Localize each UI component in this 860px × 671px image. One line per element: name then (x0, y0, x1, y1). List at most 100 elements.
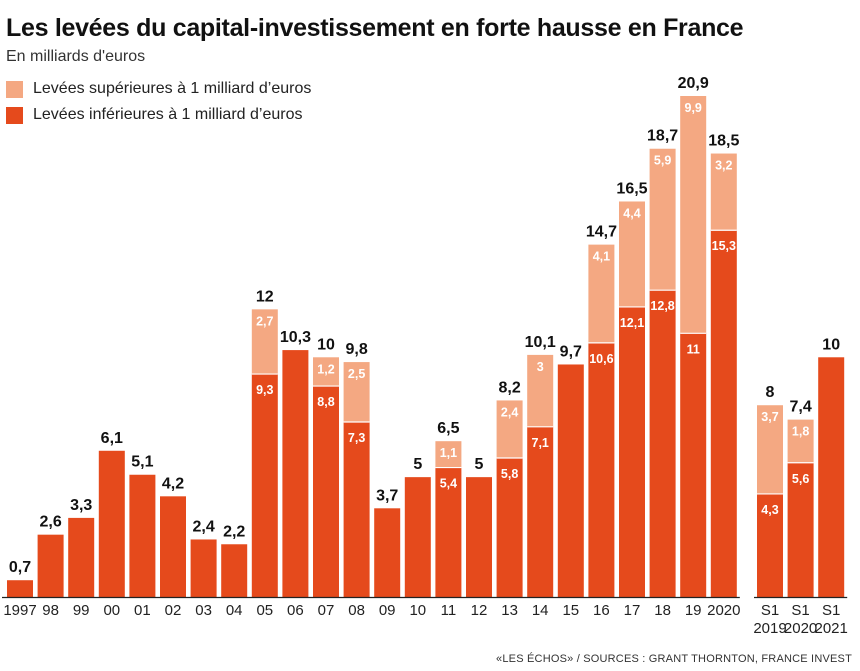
x-tick-label-6: 02 (165, 602, 182, 619)
bar-lower-9 (251, 374, 278, 597)
bar-lower-16 (466, 477, 492, 597)
lower-value-label-26: 5,6 (792, 472, 809, 486)
x-tick-label-3: 99 (73, 602, 90, 619)
bar-lower-6 (160, 496, 186, 597)
upper-value-label-21: 4,4 (623, 206, 640, 220)
legend-swatch-upper (6, 80, 23, 98)
total-value-label-26: 7,4 (789, 399, 811, 416)
total-value-label-13: 3,7 (376, 487, 398, 504)
total-value-label-2: 2,6 (39, 514, 61, 531)
x-tick-label-1: 1997 (3, 602, 36, 619)
x-tick-label-19: 15 (562, 602, 579, 619)
bar-lower-14 (404, 477, 431, 597)
bar-upper-26 (787, 419, 814, 463)
x-tick-label-10: 06 (287, 602, 304, 619)
bar-lower-10 (282, 350, 309, 597)
bar-lower-7 (190, 539, 217, 597)
total-value-label-19: 9,7 (560, 343, 582, 360)
lower-value-label-12: 7,3 (348, 431, 365, 445)
bar-lower-11 (313, 386, 339, 597)
total-value-label-27: 10 (822, 336, 840, 353)
x-tick-label-14: 10 (409, 602, 426, 619)
upper-value-label-18: 3 (537, 360, 544, 374)
upper-value-label-25: 3,7 (761, 410, 778, 424)
bar-lower-27 (818, 357, 845, 597)
lower-value-label-23: 11 (687, 342, 700, 356)
upper-value-label-23: 9,9 (685, 101, 702, 115)
total-value-label-14: 5 (413, 456, 422, 473)
total-value-label-3: 3,3 (70, 497, 92, 514)
bar-lower-4 (98, 450, 125, 597)
chart-title: Les levées du capital-investissement en … (6, 14, 744, 42)
bar-lower-24 (710, 230, 737, 597)
total-value-label-16: 5 (475, 456, 484, 473)
bar-lower-8 (221, 544, 248, 597)
bar-upper-12 (343, 362, 370, 423)
total-value-label-9: 12 (256, 288, 274, 305)
bar-lower-2 (37, 534, 64, 597)
x-tick-label-5: 01 (134, 602, 151, 619)
x-tick-label-20: 16 (593, 602, 610, 619)
x-tick-label-24: 2020 (707, 602, 740, 619)
x-tick-label-9: 05 (256, 602, 273, 619)
bar-upper-17 (496, 400, 523, 458)
x-tick-label-18: 14 (532, 602, 549, 619)
upper-value-label-9: 2,7 (256, 314, 273, 328)
lower-value-label-18: 7,1 (532, 436, 549, 450)
upper-value-label-24: 3,2 (715, 159, 732, 173)
x-tick-label-8: 04 (226, 602, 243, 619)
total-value-label-7: 2,4 (192, 518, 214, 535)
bar-upper-21 (619, 201, 645, 307)
bar-upper-9 (251, 309, 278, 375)
x-tick-label-16: 12 (471, 602, 488, 619)
upper-value-label-17: 2,4 (501, 405, 518, 419)
bar-upper-15 (435, 441, 462, 468)
total-value-label-24: 18,5 (708, 133, 739, 150)
x-tick-label-26-line-1: S1 (791, 602, 809, 619)
bar-lower-26 (787, 462, 814, 597)
upper-value-label-15: 1,1 (440, 446, 457, 460)
bar-lower-1 (7, 580, 33, 597)
total-value-label-11: 10 (317, 336, 335, 353)
bar-lower-22 (649, 290, 676, 597)
bar-lower-13 (374, 508, 401, 597)
bar-upper-24 (710, 153, 737, 231)
lower-value-label-24: 15,3 (712, 239, 736, 253)
upper-value-label-26: 1,8 (792, 425, 809, 439)
upper-value-label-22: 5,9 (654, 154, 671, 168)
lower-value-label-15: 5,4 (440, 477, 457, 491)
total-value-label-1: 0,7 (9, 559, 31, 576)
bar-upper-23 (680, 96, 707, 334)
total-value-label-6: 4,2 (162, 475, 184, 492)
total-value-label-8: 2,2 (223, 523, 245, 540)
x-tick-label-15: 11 (441, 602, 457, 619)
legend-item-upper: Levées supérieures à 1 milliard d’euros (6, 79, 311, 99)
x-tick-label-21: 17 (624, 602, 641, 619)
x-tick-label-27-line-1: S1 (822, 602, 840, 619)
legend-label-upper: Levées supérieures à 1 milliard d’euros (33, 80, 312, 97)
chart-subtitle: En milliards d'euros (6, 48, 146, 65)
total-value-label-20: 14,7 (586, 224, 617, 241)
upper-value-label-12: 2,5 (348, 367, 365, 381)
bar-lower-23 (680, 333, 707, 597)
x-tick-label-2: 98 (42, 602, 59, 619)
x-tick-label-7: 03 (195, 602, 212, 619)
x-tick-label-13: 09 (379, 602, 396, 619)
bar-upper-22 (649, 148, 676, 291)
total-value-label-4: 6,1 (101, 430, 123, 447)
lower-value-label-22: 12,8 (650, 299, 674, 313)
lower-value-label-21: 12,1 (620, 316, 644, 330)
bar-upper-25 (757, 405, 783, 494)
legend-label-lower: Levées inférieures à 1 milliard d’euros (33, 106, 303, 123)
total-value-label-5: 5,1 (131, 454, 153, 471)
x-tick-label-25-line-2: 2019 (753, 620, 786, 637)
x-tick-label-17: 13 (501, 602, 518, 619)
total-value-label-12: 9,8 (345, 341, 367, 358)
x-tick-label-22: 18 (654, 602, 671, 619)
x-tick-label-4: 00 (103, 602, 120, 619)
x-tick-label-26-line-2: 2020 (784, 620, 817, 637)
legend-swatch-lower (6, 106, 23, 124)
lower-value-label-17: 5,8 (501, 467, 518, 481)
legend-item-lower: Levées inférieures à 1 milliard d’euros (6, 105, 302, 125)
